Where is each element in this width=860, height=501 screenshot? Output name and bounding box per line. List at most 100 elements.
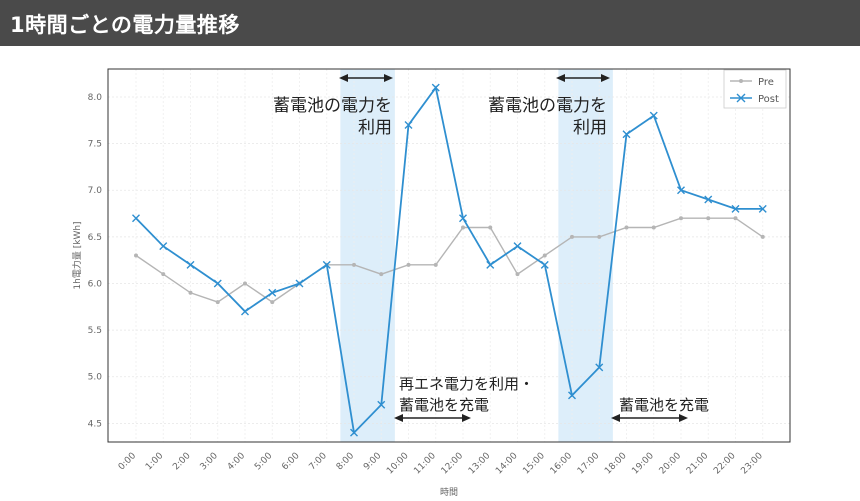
annotation-use-storage-2-line1: 蓄電池の電力を bbox=[488, 96, 607, 116]
series-pre-point bbox=[379, 272, 384, 277]
series-pre-point bbox=[488, 225, 493, 230]
plot-frame bbox=[107, 68, 791, 443]
series-pre-point bbox=[352, 262, 356, 267]
series-post-point bbox=[268, 288, 277, 297]
x-tick-label: 16:00 bbox=[549, 451, 575, 477]
series-post-point bbox=[704, 195, 713, 204]
x-tick-label: 7:00 bbox=[308, 451, 330, 473]
header-bar: 1時間ごとの電力量推移 bbox=[0, 0, 860, 46]
series-post-point bbox=[431, 83, 440, 92]
x-tick-label: 13:00 bbox=[467, 451, 493, 477]
annotation-use-storage-2-line2: 利用 bbox=[573, 118, 607, 138]
series-pre-point bbox=[461, 225, 465, 230]
x-tick-label: 9:00 bbox=[362, 451, 384, 473]
series-post-point bbox=[241, 307, 249, 316]
arrow-charge-head-right bbox=[679, 414, 688, 422]
x-tick-label: 23:00 bbox=[739, 451, 765, 477]
legend: Pre Post bbox=[723, 69, 787, 109]
y-tick-label: 5.0 bbox=[88, 373, 103, 383]
y-tick-label: 7.5 bbox=[88, 140, 102, 150]
series-pre-point bbox=[270, 300, 275, 305]
x-axis-ticks: 0:00 1:00 2:00 3:00 4:00 5:00 6:00 7:00 8:00 9:00… bbox=[117, 451, 765, 477]
series-post-point bbox=[186, 260, 195, 269]
arrow-renewable-head-right bbox=[462, 414, 471, 422]
x-tick-label: 3:00 bbox=[199, 451, 221, 473]
series-pre-point bbox=[570, 234, 574, 239]
x-tick-label: 19:00 bbox=[630, 451, 656, 477]
series-post-point bbox=[540, 260, 549, 269]
annotation-charge: 蓄電池を充電 bbox=[619, 396, 709, 414]
shaded-bands bbox=[340, 69, 613, 442]
series-post-point bbox=[622, 130, 631, 139]
series-post-point bbox=[350, 428, 358, 437]
arrow-use-storage-1-head-right bbox=[384, 74, 393, 82]
x-tick-label: 6:00 bbox=[280, 451, 302, 473]
series-post-point bbox=[295, 279, 304, 288]
annotation-renewable-line1: 再エネ電力を利用・ bbox=[399, 375, 534, 393]
series-pre-point bbox=[134, 253, 138, 258]
arrow-use-storage-2-head-right bbox=[601, 74, 610, 82]
series-post-point bbox=[404, 120, 413, 129]
series-post-point bbox=[677, 186, 685, 195]
arrow-use-storage-1-head-left bbox=[339, 74, 348, 82]
x-tick-label: 1:00 bbox=[144, 451, 166, 473]
series-post-point bbox=[649, 111, 658, 120]
series-post-point bbox=[486, 260, 495, 269]
series-post-point bbox=[568, 391, 576, 400]
x-tick-label: 22:00 bbox=[712, 451, 738, 477]
series-post-point bbox=[377, 400, 386, 409]
x-tick-label: 17:00 bbox=[576, 451, 602, 477]
series-post-point bbox=[595, 363, 604, 372]
series-post-point bbox=[513, 242, 522, 251]
y-tick-label: 5.5 bbox=[88, 326, 102, 336]
y-axis-ticks: 4.5 5.0 5.5 6.0 6.5 7.0 7.5 8.0 bbox=[88, 93, 103, 429]
legend-pre-marker bbox=[739, 79, 743, 83]
legend-post-marker bbox=[736, 93, 746, 103]
annotation-arrows bbox=[339, 74, 688, 422]
y-axis-label: 1h電力量 [kWh] bbox=[71, 221, 83, 289]
shaded-band-1 bbox=[340, 69, 395, 442]
series-pre-point bbox=[679, 216, 683, 221]
series-post-point bbox=[213, 279, 222, 288]
annotation-use-storage-1-line1: 蓄電池の電力を bbox=[273, 96, 392, 116]
series-pre-point bbox=[542, 253, 547, 258]
x-tick-label: 15:00 bbox=[521, 451, 547, 477]
x-tick-label: 12:00 bbox=[440, 451, 466, 477]
series-post-point bbox=[159, 242, 168, 251]
series-pre-point bbox=[406, 262, 411, 267]
series-pre-point bbox=[188, 290, 193, 295]
series-pre-point bbox=[624, 225, 629, 230]
arrow-charge-head-left bbox=[611, 414, 620, 422]
y-tick-label: 7.0 bbox=[88, 186, 103, 196]
x-tick-label: 20:00 bbox=[658, 451, 684, 477]
legend-pre-label: Pre bbox=[758, 77, 774, 88]
legend-post-label: Post bbox=[758, 94, 779, 105]
series-post-line bbox=[135, 85, 763, 435]
series-pre-point bbox=[597, 234, 602, 239]
x-tick-label: 14:00 bbox=[494, 451, 520, 477]
y-tick-label: 8.0 bbox=[88, 93, 103, 103]
series-pre-point bbox=[433, 262, 438, 267]
arrow-renewable-head-left bbox=[394, 414, 403, 422]
series-pre-point bbox=[651, 225, 656, 230]
line-chart: 4.5 5.0 5.5 6.0 6.5 7.0 7.5 8.0 0:00 1:00 2:00 3:0… bbox=[71, 68, 791, 498]
x-tick-label: 4:00 bbox=[226, 451, 248, 473]
series-pre-point bbox=[161, 272, 166, 277]
y-tick-label: 6.0 bbox=[88, 279, 103, 289]
series-group bbox=[132, 83, 767, 437]
series-post-point bbox=[132, 214, 140, 223]
series-post-point bbox=[459, 214, 467, 223]
series-pre-point bbox=[243, 281, 247, 286]
grid-lines bbox=[108, 69, 790, 442]
x-tick-label: 0:00 bbox=[117, 451, 139, 473]
x-tick-label: 11:00 bbox=[412, 451, 438, 477]
series-pre-line bbox=[135, 217, 764, 303]
page-title: 1時間ごとの電力量推移 bbox=[10, 13, 240, 37]
series-pre-point bbox=[706, 216, 711, 221]
series-pre-point bbox=[215, 300, 220, 305]
x-tick-label: 5:00 bbox=[253, 451, 275, 473]
y-tick-label: 4.5 bbox=[88, 419, 102, 429]
legend-box bbox=[723, 69, 787, 109]
y-tick-label: 6.5 bbox=[88, 233, 102, 243]
x-axis-label: 時間 bbox=[440, 487, 458, 498]
